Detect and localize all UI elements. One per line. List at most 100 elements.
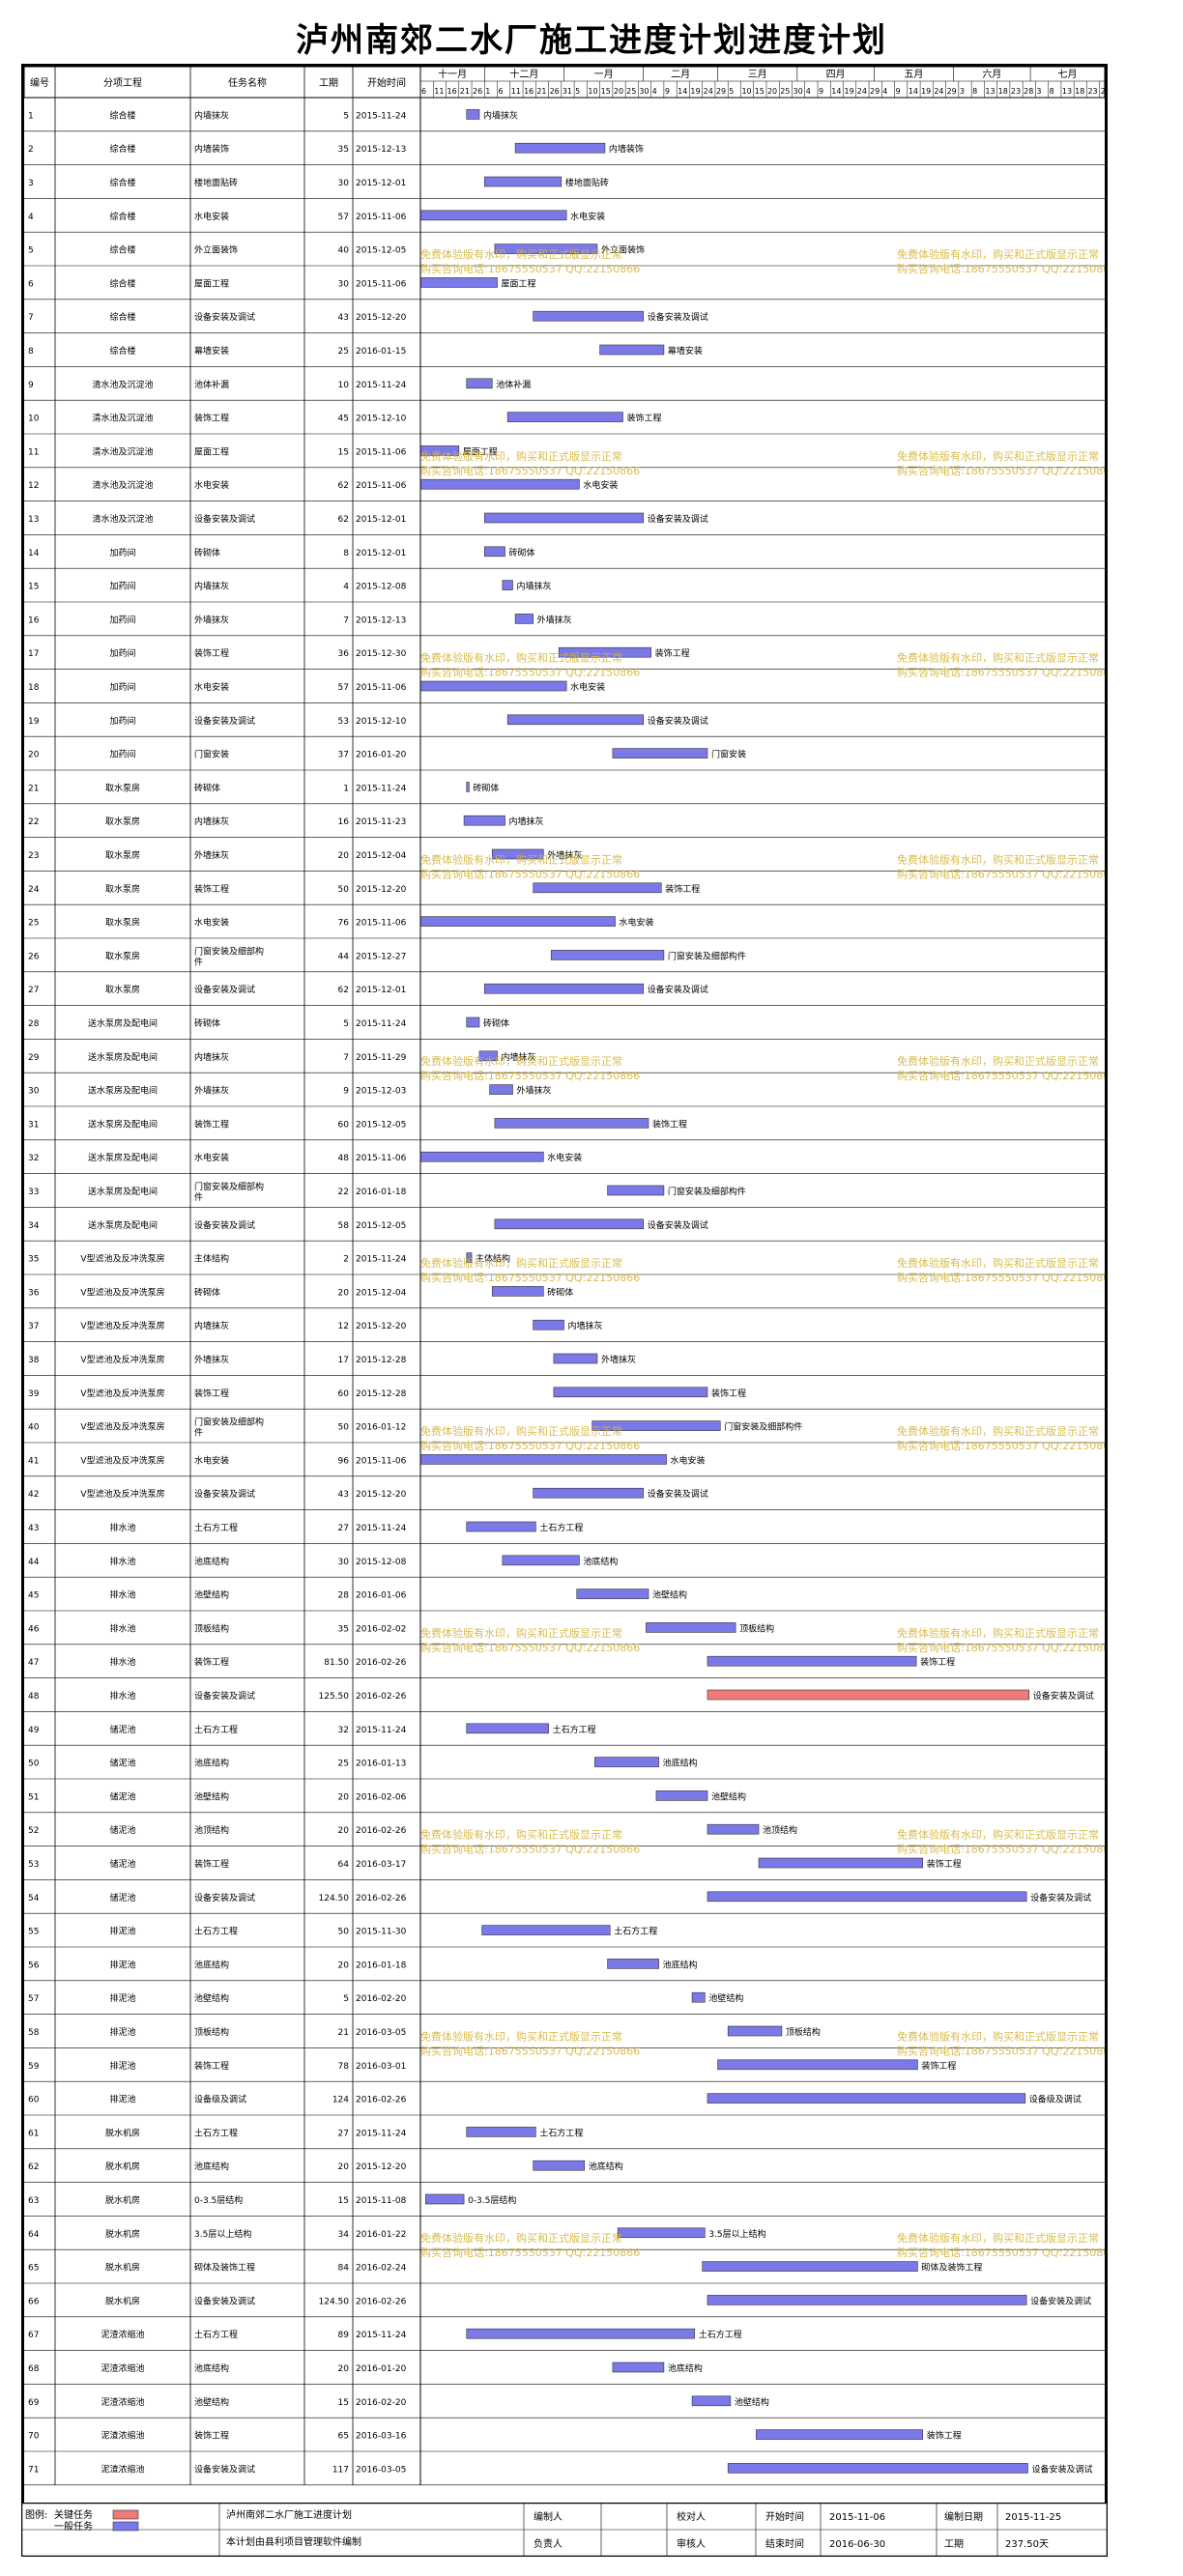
task-id: 56 xyxy=(28,1961,40,1970)
task-start: 2015-11-24 xyxy=(356,784,407,793)
gantt-bar xyxy=(594,1757,659,1767)
task-start: 2015-11-08 xyxy=(356,2196,407,2206)
gantt-bar xyxy=(617,2227,706,2239)
gantt-bar-label: 0-3.5层结构 xyxy=(468,2194,516,2206)
gantt-bar-label: 池壁结构 xyxy=(711,1790,746,1802)
gantt-bar-label: 砖砌体 xyxy=(483,1017,509,1029)
task-name: 装饰工程 xyxy=(194,1656,229,1668)
watermark-text: 购买咨询电话:18675550537 QQ:22150866 xyxy=(420,1271,640,1284)
gantt-bar xyxy=(466,1016,480,1028)
day-tick-label: 1 xyxy=(485,87,490,96)
task-group: 脱水机房 xyxy=(105,2262,140,2274)
legend-title: 图例: xyxy=(25,2508,47,2521)
task-duration: 43 xyxy=(338,1490,349,1500)
task-start: 2016-02-24 xyxy=(356,2264,407,2274)
day-tick-label: 24 xyxy=(704,87,713,96)
task-name: 土石方工程 xyxy=(194,1522,238,1533)
task-name: 屋面工程 xyxy=(194,446,229,457)
task-group: 加药间 xyxy=(109,715,135,727)
watermark-text: 购买咨询电话:18675550537 QQ:22150866 xyxy=(420,1069,640,1082)
column-header: 分项工程 xyxy=(103,77,142,89)
gantt-bar xyxy=(553,1387,708,1398)
gantt-bar-label: 砖砌体 xyxy=(509,547,535,558)
gantt-bar-label: 土石方工程 xyxy=(539,2127,583,2138)
day-tick-label: 19 xyxy=(690,87,700,96)
task-id: 63 xyxy=(28,2196,39,2206)
task-start: 2015-11-24 xyxy=(356,1019,407,1029)
gantt-bar-label: 门窗安装 xyxy=(711,749,746,760)
task-start: 2015-12-10 xyxy=(356,717,407,727)
day-tick-label: 14 xyxy=(909,87,918,96)
day-tick-label: 21 xyxy=(536,87,546,96)
watermark-text: 免费体验版有水印，购买和正式版显示正常 xyxy=(420,1828,622,1842)
task-duration: 17 xyxy=(338,1356,349,1365)
gantt-bar xyxy=(702,2261,918,2272)
task-group: 排泥池 xyxy=(109,2026,135,2038)
gantt-bar-label: 水电安装 xyxy=(570,681,605,693)
column-header: 编号 xyxy=(30,76,49,89)
task-duration: 81.50 xyxy=(324,1658,349,1668)
day-tick-label: 13 xyxy=(985,87,995,96)
task-duration: 2 xyxy=(343,1255,349,1265)
task-duration: 5 xyxy=(343,111,349,121)
gantt-bar xyxy=(502,1555,580,1566)
gantt-bar-label: 顶板结构 xyxy=(786,2026,821,2038)
gantt-bar xyxy=(466,378,493,389)
task-duration: 15 xyxy=(338,447,349,457)
task-duration: 50 xyxy=(338,1928,350,1937)
task-group: 排水池 xyxy=(109,1556,135,1567)
task-name: 外立面装饰 xyxy=(194,244,238,256)
task-name: 设备安装及调试 xyxy=(194,1892,255,1903)
task-name: 水电安装 xyxy=(194,917,229,929)
task-name: 装饰工程 xyxy=(194,413,229,424)
task-name: 水电安装 xyxy=(194,1152,229,1163)
watermark-text: 免费体验版有水印，购买和正式版显示正常 xyxy=(897,651,1099,665)
task-start: 2015-11-06 xyxy=(356,481,407,491)
task-name: 水电安装 xyxy=(194,681,229,693)
task-name: 外墙抹灰 xyxy=(194,614,229,625)
task-name: 池底结构 xyxy=(194,2161,229,2172)
day-tick-label: 14 xyxy=(831,87,841,96)
gantt-bar xyxy=(506,412,623,422)
watermark-text: 免费体验版有水印，购买和正式版显示正常 xyxy=(897,2029,1099,2043)
gantt-bar-label: 屋面工程 xyxy=(463,446,498,457)
task-group: 排水池 xyxy=(109,1589,135,1601)
task-start: 2016-02-06 xyxy=(356,1792,407,1802)
task-duration: 34 xyxy=(338,2230,350,2240)
task-duration: 78 xyxy=(338,2062,350,2072)
gantt-bar xyxy=(466,1252,473,1263)
footer-label-start: 开始时间 xyxy=(765,2510,804,2523)
gantt-bar xyxy=(419,210,567,221)
task-id: 32 xyxy=(28,1154,39,1163)
gantt-bar xyxy=(533,882,662,894)
task-name: 设备安装及调试 xyxy=(194,311,255,323)
task-start: 2015-11-24 xyxy=(356,2129,407,2138)
task-group: 取水泵房 xyxy=(105,782,140,793)
task-group: 泥渣浓缩池 xyxy=(101,2362,144,2374)
task-name: 砖砌体 xyxy=(194,547,220,558)
task-id: 64 xyxy=(28,2230,40,2240)
task-id: 2 xyxy=(28,145,34,155)
gantt-bar-label: 外墙抹灰 xyxy=(516,1085,551,1097)
footer: 图例: 关键任务 一般任务 泸州南郊二水厂施工进度计划 本计划由县利项目管理软件编制 编制… xyxy=(20,2502,1109,2558)
task-id: 49 xyxy=(28,1726,40,1735)
task-name: 池底结构 xyxy=(194,1959,229,1970)
task-name: 设备安装及调试 xyxy=(194,2295,255,2306)
gantt-bar-label: 楼地面贴砖 xyxy=(565,177,609,188)
task-duration: 62 xyxy=(338,515,349,525)
task-duration: 27 xyxy=(338,2129,349,2138)
task-duration: 96 xyxy=(338,1456,350,1466)
day-tick-label: 29 xyxy=(870,87,880,96)
task-group: 排泥池 xyxy=(109,1959,135,1970)
gantt-bar xyxy=(466,1723,549,1734)
watermark-text: 免费体验版有水印，购买和正式版显示正常 xyxy=(897,1054,1099,1068)
task-duration: 20 xyxy=(338,2364,350,2374)
task-group: 取水泵房 xyxy=(105,816,140,827)
gantt-bar xyxy=(612,2361,665,2373)
task-group: 送水泵房及配电间 xyxy=(88,1152,158,1163)
watermark-text: 购买咨询电话:18675550537 QQ:22150866 xyxy=(897,666,1105,679)
gantt-bar-label: 池底结构 xyxy=(589,2161,623,2172)
task-name: 土石方工程 xyxy=(194,1724,238,1735)
